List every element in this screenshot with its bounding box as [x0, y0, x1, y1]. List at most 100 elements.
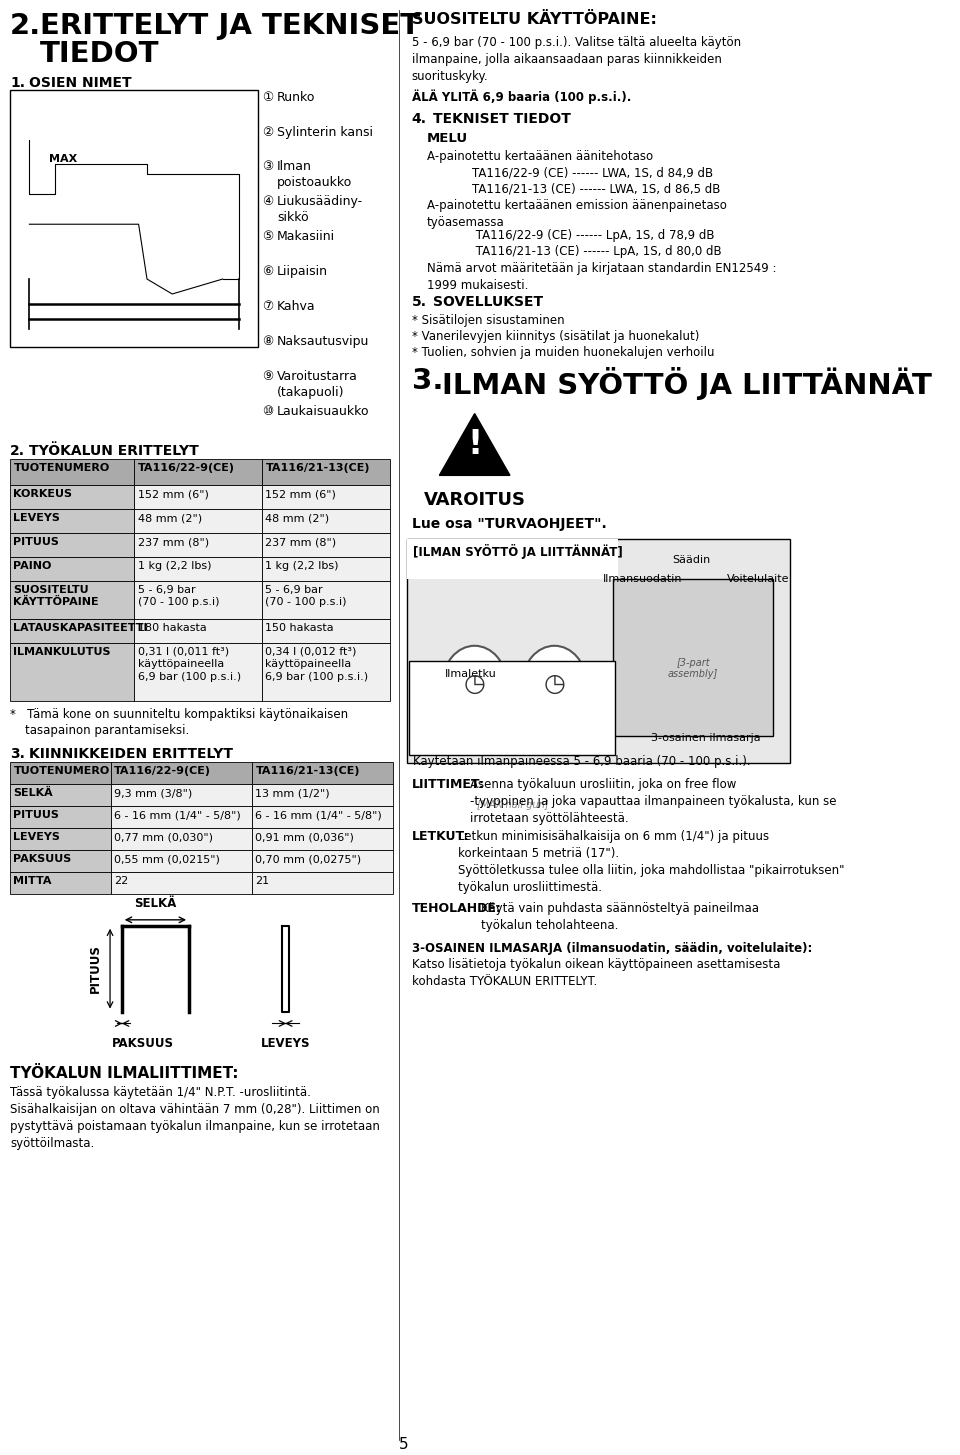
Text: 3.: 3.: [412, 367, 444, 394]
Text: SELKÄ: SELKÄ: [13, 789, 53, 799]
Bar: [11, 581, 134, 618]
Text: 1 kg (2,2 lbs): 1 kg (2,2 lbs): [138, 562, 211, 570]
Bar: [252, 806, 394, 828]
Bar: [11, 618, 134, 643]
Bar: [134, 533, 262, 557]
Text: ILMAN SYÖTTÖ JA LIITTÄNNÄT: ILMAN SYÖTTÖ JA LIITTÄNNÄT: [442, 367, 932, 400]
Text: * Vanerilevyjen kiinnitys (sisätilat ja huonekalut): * Vanerilevyjen kiinnitys (sisätilat ja …: [412, 330, 699, 343]
Bar: [11, 533, 134, 557]
Bar: [262, 533, 390, 557]
Text: Liipaisin: Liipaisin: [277, 265, 328, 278]
Text: Käytä vain puhdasta säännösteltyä paineilmaa
työkalun teholahteena.: Käytä vain puhdasta säännösteltyä painei…: [481, 902, 759, 931]
Text: ①: ①: [262, 90, 274, 103]
Bar: [11, 762, 111, 784]
Text: Tässä työkalussa käytetään 1/4" N.P.T. -urosliitintä.
Sisähalkaisijan on oltava : Tässä työkalussa käytetään 1/4" N.P.T. -…: [11, 1087, 380, 1151]
Text: ⑧: ⑧: [262, 335, 274, 348]
Text: 48 mm (2"): 48 mm (2"): [266, 514, 329, 524]
Text: TA116/22-9(CE): TA116/22-9(CE): [138, 463, 235, 473]
Text: LATAUSKAPASITEETTI: LATAUSKAPASITEETTI: [13, 623, 148, 633]
Text: Käytetään ilmanpaineessa 5 - 6,9 baaria (70 - 100 p.s.i.).: Käytetään ilmanpaineessa 5 - 6,9 baaria …: [414, 755, 751, 768]
Text: PITUUS: PITUUS: [13, 537, 60, 547]
Bar: [11, 784, 111, 806]
Text: MITTA: MITTA: [13, 876, 52, 886]
Bar: [262, 618, 390, 643]
Bar: [11, 486, 134, 509]
Bar: [134, 509, 262, 533]
Text: PITUUS: PITUUS: [13, 810, 60, 821]
Bar: [11, 90, 258, 346]
Text: KORKEUS: KORKEUS: [13, 489, 72, 499]
Text: ⑦: ⑦: [262, 300, 274, 313]
Text: TA116/21-13 (CE) ------ LWA, 1S, d 86,5 dB: TA116/21-13 (CE) ------ LWA, 1S, d 86,5 …: [427, 182, 720, 195]
Bar: [262, 557, 390, 581]
Text: TA116/22-9 (CE) ------ LWA, 1S, d 84,9 dB: TA116/22-9 (CE) ------ LWA, 1S, d 84,9 d…: [427, 166, 713, 179]
Text: ÄLÄ YLITÄ 6,9 baaria (100 p.s.i.).: ÄLÄ YLITÄ 6,9 baaria (100 p.s.i.).: [412, 90, 631, 105]
Text: 0,31 l (0,011 ft³)
käyttöpaineella
6,9 bar (100 p.s.i.): 0,31 l (0,011 ft³) käyttöpaineella 6,9 b…: [138, 647, 241, 681]
Polygon shape: [440, 413, 510, 476]
Text: 3-osainen ilmasarja: 3-osainen ilmasarja: [651, 733, 760, 744]
Bar: [262, 509, 390, 533]
Text: 0,55 mm (0,0215"): 0,55 mm (0,0215"): [114, 854, 220, 864]
Text: [3-part
assembly]: [3-part assembly]: [668, 658, 718, 679]
Bar: [407, 540, 617, 579]
Text: Ilmaletku: Ilmaletku: [445, 669, 497, 678]
Text: Voitelulaite: Voitelulaite: [727, 575, 789, 583]
Text: Laukaisuaukko: Laukaisuaukko: [277, 404, 370, 418]
Bar: [134, 618, 262, 643]
Bar: [409, 661, 615, 755]
Text: TEHOLAHDE:: TEHOLAHDE:: [412, 902, 501, 915]
Text: MAX: MAX: [49, 154, 77, 164]
Text: 13 mm (1/2"): 13 mm (1/2"): [255, 789, 330, 799]
Text: PAKSUUS: PAKSUUS: [111, 1037, 174, 1051]
Text: 5 - 6,9 bar
(70 - 100 p.s.i): 5 - 6,9 bar (70 - 100 p.s.i): [266, 585, 347, 607]
Text: SUOSITELTU
KÄYTTÖPAINE: SUOSITELTU KÄYTTÖPAINE: [13, 585, 99, 608]
Text: 48 mm (2"): 48 mm (2"): [138, 514, 202, 524]
Bar: [134, 460, 262, 486]
Text: 5: 5: [398, 1438, 408, 1452]
Text: 237 mm (8"): 237 mm (8"): [266, 537, 337, 547]
Text: 1.: 1.: [11, 76, 25, 90]
Bar: [262, 643, 390, 701]
Bar: [252, 762, 394, 784]
Bar: [11, 850, 111, 872]
Text: TEKNISET TIEDOT: TEKNISET TIEDOT: [434, 112, 571, 125]
Text: Letkun minimisisähalkaisija on 6 mm (1/4") ja pituus
korkeintaan 5 metriä (17").: Letkun minimisisähalkaisija on 6 mm (1/4…: [458, 831, 845, 895]
Text: A-painotettu kertaäänen äänitehotaso: A-painotettu kertaäänen äänitehotaso: [427, 150, 653, 163]
Text: ILMANKULUTUS: ILMANKULUTUS: [13, 647, 111, 656]
Text: 1 kg (2,2 lbs): 1 kg (2,2 lbs): [266, 562, 339, 570]
Text: ④: ④: [262, 195, 274, 208]
Text: ⑨: ⑨: [262, 370, 274, 383]
Text: * Sisätilojen sisustaminen: * Sisätilojen sisustaminen: [412, 314, 564, 327]
Bar: [11, 557, 134, 581]
Bar: [407, 540, 790, 764]
Bar: [11, 460, 134, 486]
Bar: [11, 872, 111, 893]
Text: TUOTENUMERO: TUOTENUMERO: [13, 463, 109, 473]
Text: 152 mm (6"): 152 mm (6"): [266, 489, 336, 499]
Text: ⑩: ⑩: [262, 404, 274, 418]
Bar: [613, 579, 773, 736]
Text: ◷: ◷: [464, 672, 486, 695]
Text: TA116/21-13(CE): TA116/21-13(CE): [266, 463, 370, 473]
Bar: [11, 806, 111, 828]
Circle shape: [522, 646, 587, 722]
Bar: [11, 509, 134, 533]
Bar: [134, 557, 262, 581]
Bar: [134, 486, 262, 509]
Text: Naksautusvipu: Naksautusvipu: [277, 335, 370, 348]
Text: MELU: MELU: [427, 131, 468, 144]
Bar: [11, 828, 111, 850]
Bar: [134, 643, 262, 701]
Text: Runko: Runko: [277, 90, 316, 103]
Text: TUOTENUMERO: TUOTENUMERO: [13, 767, 109, 777]
Text: ERITTELYT JA TEKNISET: ERITTELYT JA TEKNISET: [40, 12, 420, 39]
Text: Varoitustarra
(takapuoli): Varoitustarra (takapuoli): [277, 370, 358, 399]
Text: !: !: [468, 428, 482, 461]
Text: 5 - 6,9 bar (70 - 100 p.s.i.). Valitse tältä alueelta käytön
ilmanpaine, jolla a: 5 - 6,9 bar (70 - 100 p.s.i.). Valitse t…: [412, 36, 741, 83]
Circle shape: [443, 646, 507, 722]
Bar: [252, 850, 394, 872]
Bar: [262, 486, 390, 509]
Text: 150 hakasta: 150 hakasta: [266, 623, 334, 633]
Text: SOVELLUKSET: SOVELLUKSET: [434, 295, 543, 308]
Text: VAROITUS: VAROITUS: [423, 492, 526, 509]
